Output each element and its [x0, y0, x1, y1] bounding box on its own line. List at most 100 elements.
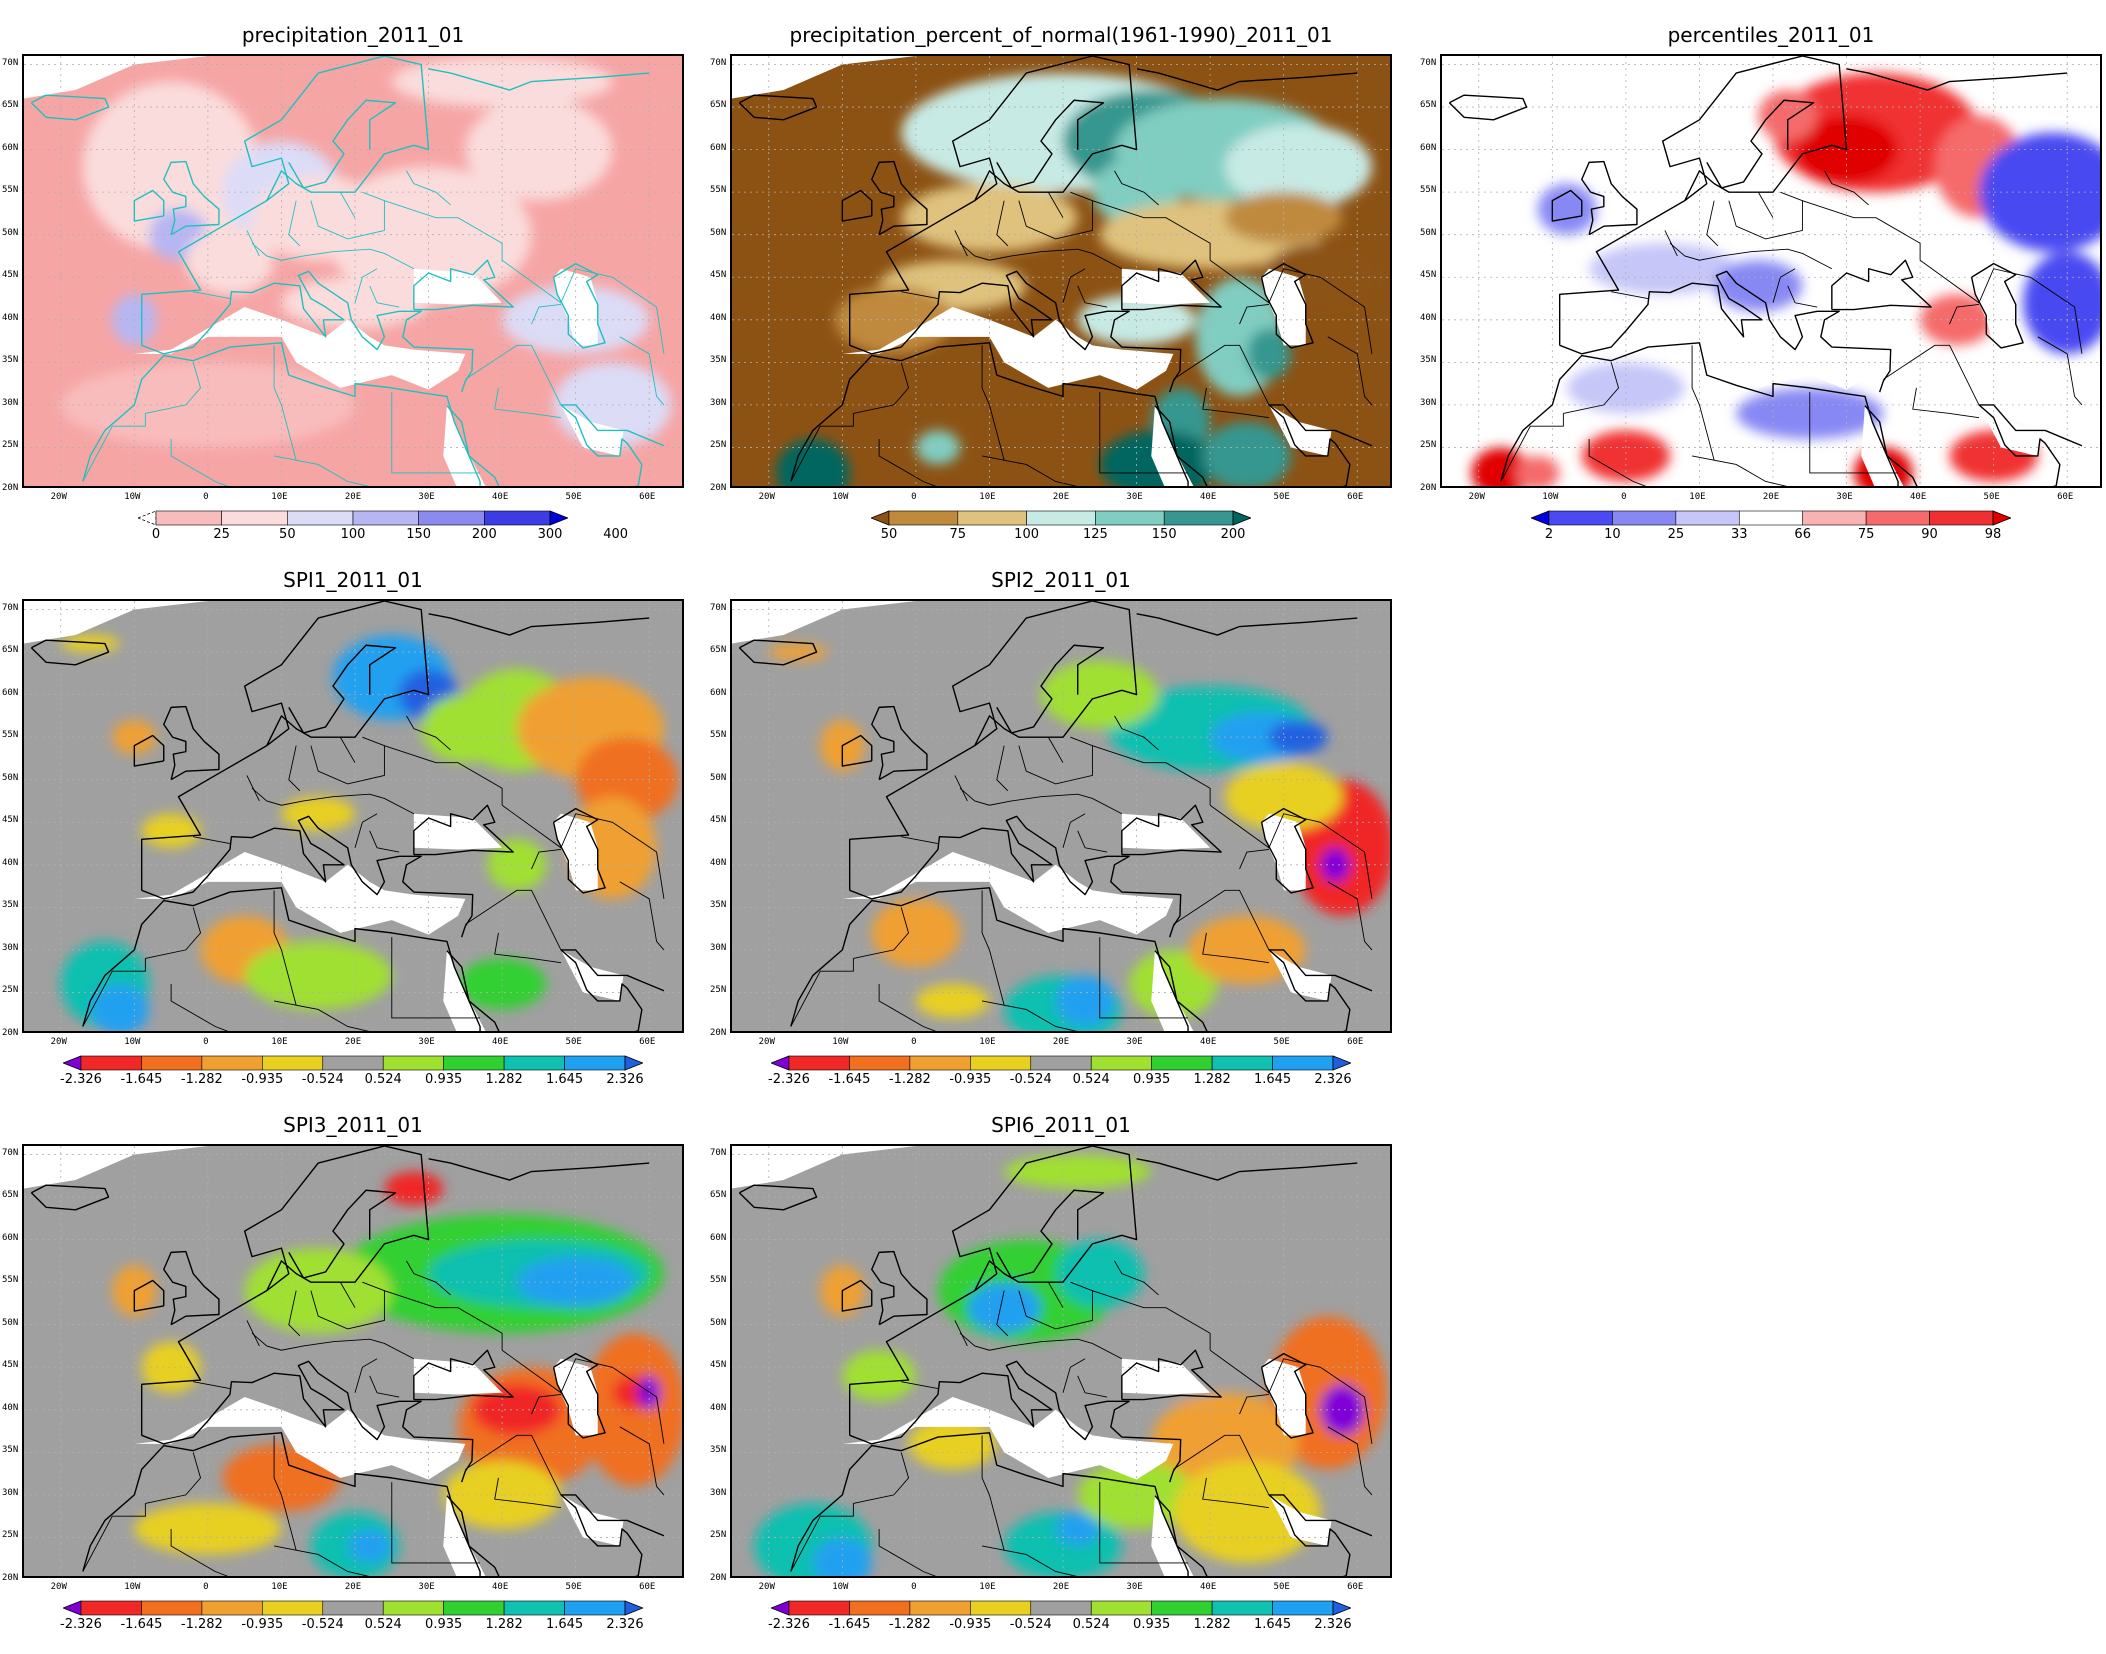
lat-tick-label: 40N: [710, 1402, 727, 1413]
border-line: [465, 1434, 562, 1496]
field-blob: [1188, 915, 1306, 984]
border-line: [339, 191, 356, 218]
coastlines: [30, 1146, 665, 1576]
map-frame: [22, 1144, 684, 1578]
missing-data-areas: [24, 1146, 624, 1576]
colorbar-label: 25: [213, 527, 230, 542]
colorbar-swatch: [155, 510, 222, 526]
border-line: [310, 736, 385, 785]
field-blob: [842, 1350, 916, 1402]
coast-ireland: [841, 1279, 873, 1312]
panel-title: SPI1_2011_01: [283, 568, 423, 592]
colorbar-label: 200: [1220, 527, 1246, 542]
border-line: [494, 387, 562, 419]
sea-mask: [413, 813, 503, 850]
colorbar-label: -0.935: [241, 1072, 284, 1087]
lon-tick-label: 30E: [1836, 492, 1853, 502]
field-blob: [1471, 447, 1531, 486]
colorbar-swatch: [1929, 510, 1994, 526]
sea-mask: [560, 1494, 624, 1546]
coast-iberia_south: [141, 815, 474, 938]
border-line: [391, 392, 481, 474]
colorbar-label: 150: [406, 527, 432, 542]
colorbar-swatch: [1095, 510, 1165, 526]
colorbar-label: 25: [1667, 527, 1685, 542]
field-blob: [112, 294, 157, 346]
border-line: [354, 1358, 378, 1393]
coast-blacksea: [413, 804, 514, 856]
field-blob: [82, 81, 260, 252]
lat-tick-label: 60N: [710, 1232, 727, 1243]
border-line: [369, 1375, 400, 1398]
border-line: [1018, 736, 1093, 785]
colorbar-label: 75: [949, 527, 967, 542]
lon-tick-label: 20W: [758, 492, 775, 502]
border-line: [1327, 336, 1373, 406]
map-frame: [22, 54, 684, 488]
lat-tick-label: 35N: [2, 900, 19, 911]
lat-tick-label: 70N: [1420, 57, 1437, 68]
coast-scand_gulf: [996, 99, 1105, 189]
colorbar-label: -2.326: [768, 1617, 810, 1632]
border-line: [619, 336, 665, 406]
lon-tick-label: 10E: [271, 1037, 288, 1047]
colorbar-label: 125: [1082, 527, 1108, 542]
field-blob: [1978, 132, 2100, 252]
colorbar-label: -2.326: [60, 1617, 102, 1632]
coast-ireland: [1551, 189, 1583, 222]
lat-tick-label: 40N: [2, 312, 19, 323]
border-line: [288, 1290, 301, 1337]
colorbar-swatch: [564, 1055, 626, 1071]
lon-tick-label: 20W: [50, 1582, 67, 1592]
graticule: [24, 601, 682, 1031]
lat-tick-label: 25N: [2, 440, 19, 451]
lat-tick-label: 40N: [710, 857, 727, 868]
field-blob: [908, 1418, 997, 1470]
colorbar-swatch: [909, 1600, 971, 1616]
sea-mask: [1121, 813, 1211, 850]
field-blob: [457, 958, 547, 1010]
lat-tick-label: 30N: [710, 942, 727, 953]
lat-tick-label: 45N: [1420, 270, 1437, 281]
panel-title: SPI3_2011_01: [283, 1113, 423, 1137]
lat-tick-label: 55N: [2, 1275, 19, 1286]
coast-africa: [790, 887, 1189, 1031]
lon-tick-label: 40E: [491, 1582, 509, 1592]
lon-tick-label: 20W: [1468, 492, 1485, 502]
border-line: [1787, 285, 1818, 308]
sea-mask: [1268, 404, 1332, 456]
lat-tick-label: 55N: [710, 1275, 727, 1286]
sea-mask: [560, 404, 624, 456]
border-line: [996, 200, 1009, 247]
sea-mask: [732, 56, 916, 99]
colorbar-label: 400: [603, 527, 629, 542]
lon-tick-label: 10W: [124, 1582, 141, 1592]
coast-russia_north: [428, 1158, 650, 1181]
colorbar-arrow-high: [549, 510, 568, 526]
border-line: [193, 1381, 231, 1389]
colorbar-swatch: [1151, 1055, 1213, 1071]
colorbar: 50 75 100 125 150 200: [871, 510, 1251, 550]
colorbar-arrow-high: [1332, 1055, 1351, 1071]
border-line: [1077, 285, 1108, 308]
border-line: [1664, 230, 1678, 257]
lon-tick-label: 50E: [565, 1582, 582, 1592]
field-blob: [1224, 124, 1372, 210]
lon-tick-label: 60E: [639, 492, 656, 502]
colorbar-arrow-high: [1232, 510, 1251, 526]
coast-africa: [82, 342, 481, 486]
sea-mask: [413, 268, 503, 305]
lon-tick-label: 0: [911, 1582, 917, 1592]
lat-tick-label: 50N: [2, 772, 19, 783]
lon-tick-label: 60E: [639, 1037, 656, 1047]
colorbar-label: -1.645: [120, 1072, 163, 1087]
lat-tick-label: 25N: [1420, 440, 1437, 451]
border-line: [501, 804, 665, 899]
border-line: [369, 830, 400, 853]
border-line: [790, 1503, 854, 1572]
coast-iberia_south: [1559, 270, 1892, 393]
coast-uk: [163, 705, 220, 781]
colorbar-swatch: [221, 510, 288, 526]
colorbar: -2.326 -1.645 -1.282 -0.935 -0.524 0.524 0.935…: [60, 1055, 644, 1095]
coast-scand_gulf: [288, 99, 397, 189]
